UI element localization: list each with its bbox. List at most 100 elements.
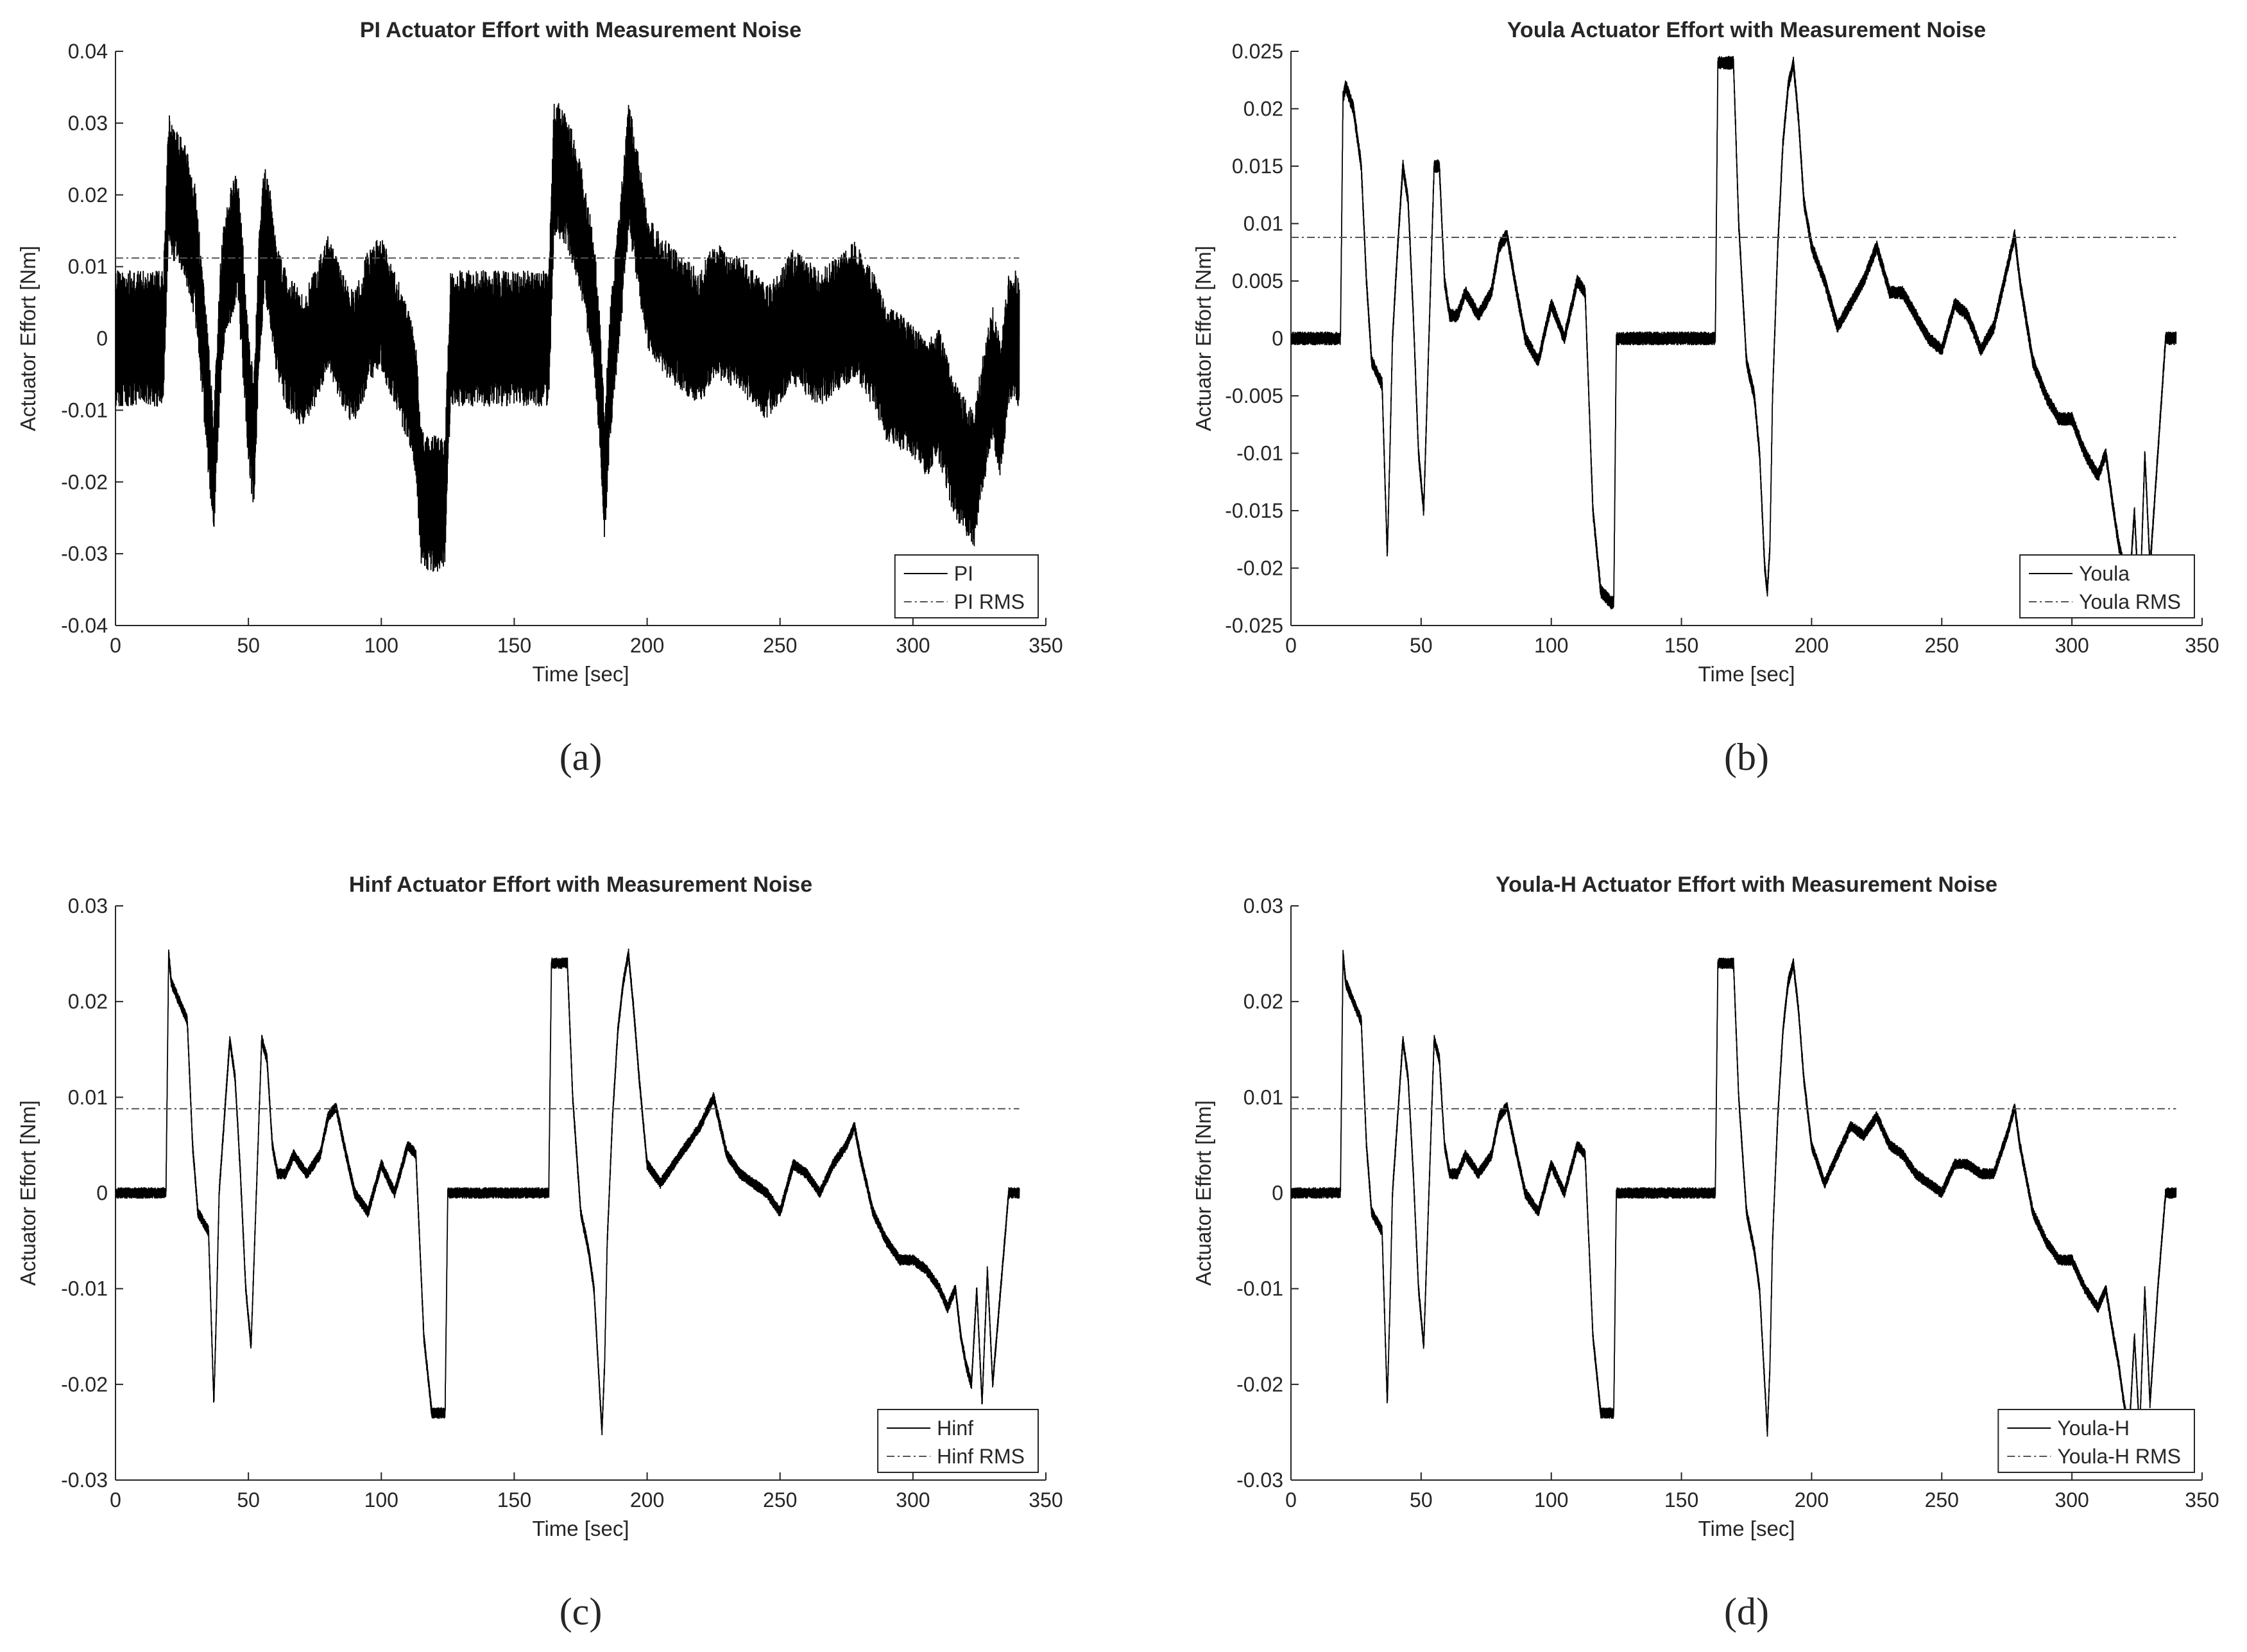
y-tick-label: 0.02	[68, 183, 108, 207]
y-tick-label: -0.01	[61, 1277, 108, 1300]
plot-area	[1291, 906, 2202, 1480]
x-tick-label: 100	[364, 634, 398, 657]
y-tick-label: 0.015	[1232, 155, 1283, 178]
panel-sublabel: (c)	[560, 1590, 602, 1633]
panel-sublabel: (b)	[1724, 736, 1769, 778]
x-axis-label: Time [sec]	[1698, 1517, 1795, 1540]
y-tick-label: 0.03	[68, 112, 108, 135]
x-tick-label: 300	[896, 1488, 930, 1511]
y-tick-label: 0.01	[1243, 212, 1283, 235]
y-tick-label: 0.02	[1243, 990, 1283, 1013]
legend-entry-signal: Youla	[2079, 562, 2130, 585]
x-tick-label: 50	[1410, 1488, 1433, 1511]
series-line-signal	[115, 948, 1020, 1436]
x-tick-label: 100	[364, 1488, 398, 1511]
y-tick-label: 0.01	[68, 1086, 108, 1109]
series-line-signal	[1291, 56, 2177, 617]
legend-box	[894, 554, 1039, 618]
y-tick-label: -0.01	[1236, 1277, 1283, 1300]
plot-area	[1291, 51, 2202, 626]
chart-title: Youla Actuator Effort with Measurement N…	[1507, 18, 1986, 42]
chart-title: Youla-H Actuator Effort with Measurement…	[1496, 873, 1997, 897]
y-axis-label: Actuator Effort [Nm]	[16, 1100, 40, 1286]
legend: Hinf Hinf RMS	[877, 1409, 1039, 1473]
y-tick-label: -0.02	[1236, 1373, 1283, 1396]
x-tick-label: 300	[2055, 634, 2089, 657]
x-tick-label: 200	[630, 634, 664, 657]
x-tick-label: 250	[1925, 634, 1959, 657]
legend-box	[1997, 1409, 2195, 1473]
x-tick-label: 350	[1029, 634, 1063, 657]
plot-area	[115, 906, 1046, 1480]
y-tick-label: -0.04	[61, 614, 108, 637]
x-tick-label: 200	[1795, 634, 1829, 657]
y-tick-label: -0.01	[1236, 442, 1283, 465]
legend: PI PI RMS	[894, 554, 1039, 618]
legend-entry-rms: Youla RMS	[2079, 590, 2181, 613]
y-tick-label: 0	[96, 1182, 108, 1205]
x-tick-label: 150	[497, 634, 531, 657]
legend: Youla Youla RMS	[2019, 554, 2195, 618]
y-tick-label: 0.005	[1232, 269, 1283, 293]
y-tick-label: 0.02	[1243, 98, 1283, 121]
y-tick-label: -0.015	[1225, 499, 1283, 522]
y-tick-label: 0.02	[68, 990, 108, 1013]
y-tick-label: 0	[1272, 1182, 1283, 1205]
y-tick-label: 0.03	[1243, 894, 1283, 917]
y-tick-label: -0.03	[1236, 1469, 1283, 1492]
x-tick-label: 250	[763, 1488, 797, 1511]
y-tick-label: -0.005	[1225, 384, 1283, 407]
y-axis-label: Actuator Effort [Nm]	[1192, 1100, 1215, 1286]
legend-entry-rms: Youla-H RMS	[2057, 1445, 2181, 1468]
x-tick-label: 200	[630, 1488, 664, 1511]
chart-title: PI Actuator Effort with Measurement Nois…	[360, 18, 801, 42]
y-tick-label: 0.01	[1243, 1086, 1283, 1109]
panel-sublabel: (a)	[560, 736, 602, 778]
y-tick-label: 0.03	[68, 894, 108, 917]
x-tick-label: 350	[2185, 634, 2219, 657]
x-tick-label: 200	[1795, 1488, 1829, 1511]
x-tick-label: 50	[1410, 634, 1433, 657]
y-tick-label: -0.02	[61, 470, 108, 493]
y-axis-label: Actuator Effort [Nm]	[1192, 246, 1215, 431]
legend-box	[877, 1409, 1039, 1473]
x-tick-label: 50	[237, 634, 260, 657]
x-tick-label: 350	[1029, 1488, 1063, 1511]
panel-c: Hinf Actuator Effort with Measurement No…	[16, 873, 1063, 1633]
x-tick-label: 150	[1664, 634, 1698, 657]
y-tick-label: 0	[96, 327, 108, 350]
x-tick-label: 250	[763, 634, 797, 657]
x-axis-label: Time [sec]	[1698, 662, 1795, 686]
panel-b: Youla Actuator Effort with Measurement N…	[1192, 18, 2219, 778]
y-tick-label: 0.01	[68, 255, 108, 278]
x-tick-label: 0	[1285, 1488, 1297, 1511]
x-tick-label: 300	[896, 634, 930, 657]
x-tick-label: 150	[1664, 1488, 1698, 1511]
legend-entry-rms: PI RMS	[954, 590, 1025, 613]
x-tick-label: 50	[237, 1488, 260, 1511]
y-tick-label: 0.025	[1232, 40, 1283, 63]
x-tick-label: 0	[110, 634, 121, 657]
y-tick-label: -0.01	[61, 398, 108, 422]
y-axis-label: Actuator Effort [Nm]	[16, 246, 40, 431]
panel-a: PI Actuator Effort with Measurement Nois…	[16, 18, 1063, 778]
x-tick-label: 0	[110, 1488, 121, 1511]
panel-d: Youla-H Actuator Effort with Measurement…	[1192, 873, 2219, 1633]
x-tick-label: 350	[2185, 1488, 2219, 1511]
y-tick-label: 0.04	[68, 40, 108, 63]
chart-title: Hinf Actuator Effort with Measurement No…	[349, 873, 812, 897]
y-tick-label: -0.025	[1225, 614, 1283, 637]
x-axis-label: Time [sec]	[533, 662, 629, 686]
x-tick-label: 100	[1534, 1488, 1568, 1511]
x-axis-label: Time [sec]	[533, 1517, 629, 1540]
x-tick-label: 300	[2055, 1488, 2089, 1511]
legend-entry-rms: Hinf RMS	[937, 1445, 1025, 1468]
series-line-signal	[115, 103, 1020, 572]
y-tick-label: -0.03	[61, 1469, 108, 1492]
x-tick-label: 150	[497, 1488, 531, 1511]
y-tick-label: 0	[1272, 327, 1283, 350]
y-tick-label: -0.03	[61, 542, 108, 565]
legend-entry-signal: PI	[954, 562, 973, 585]
legend: Youla-H Youla-H RMS	[1997, 1409, 2195, 1473]
